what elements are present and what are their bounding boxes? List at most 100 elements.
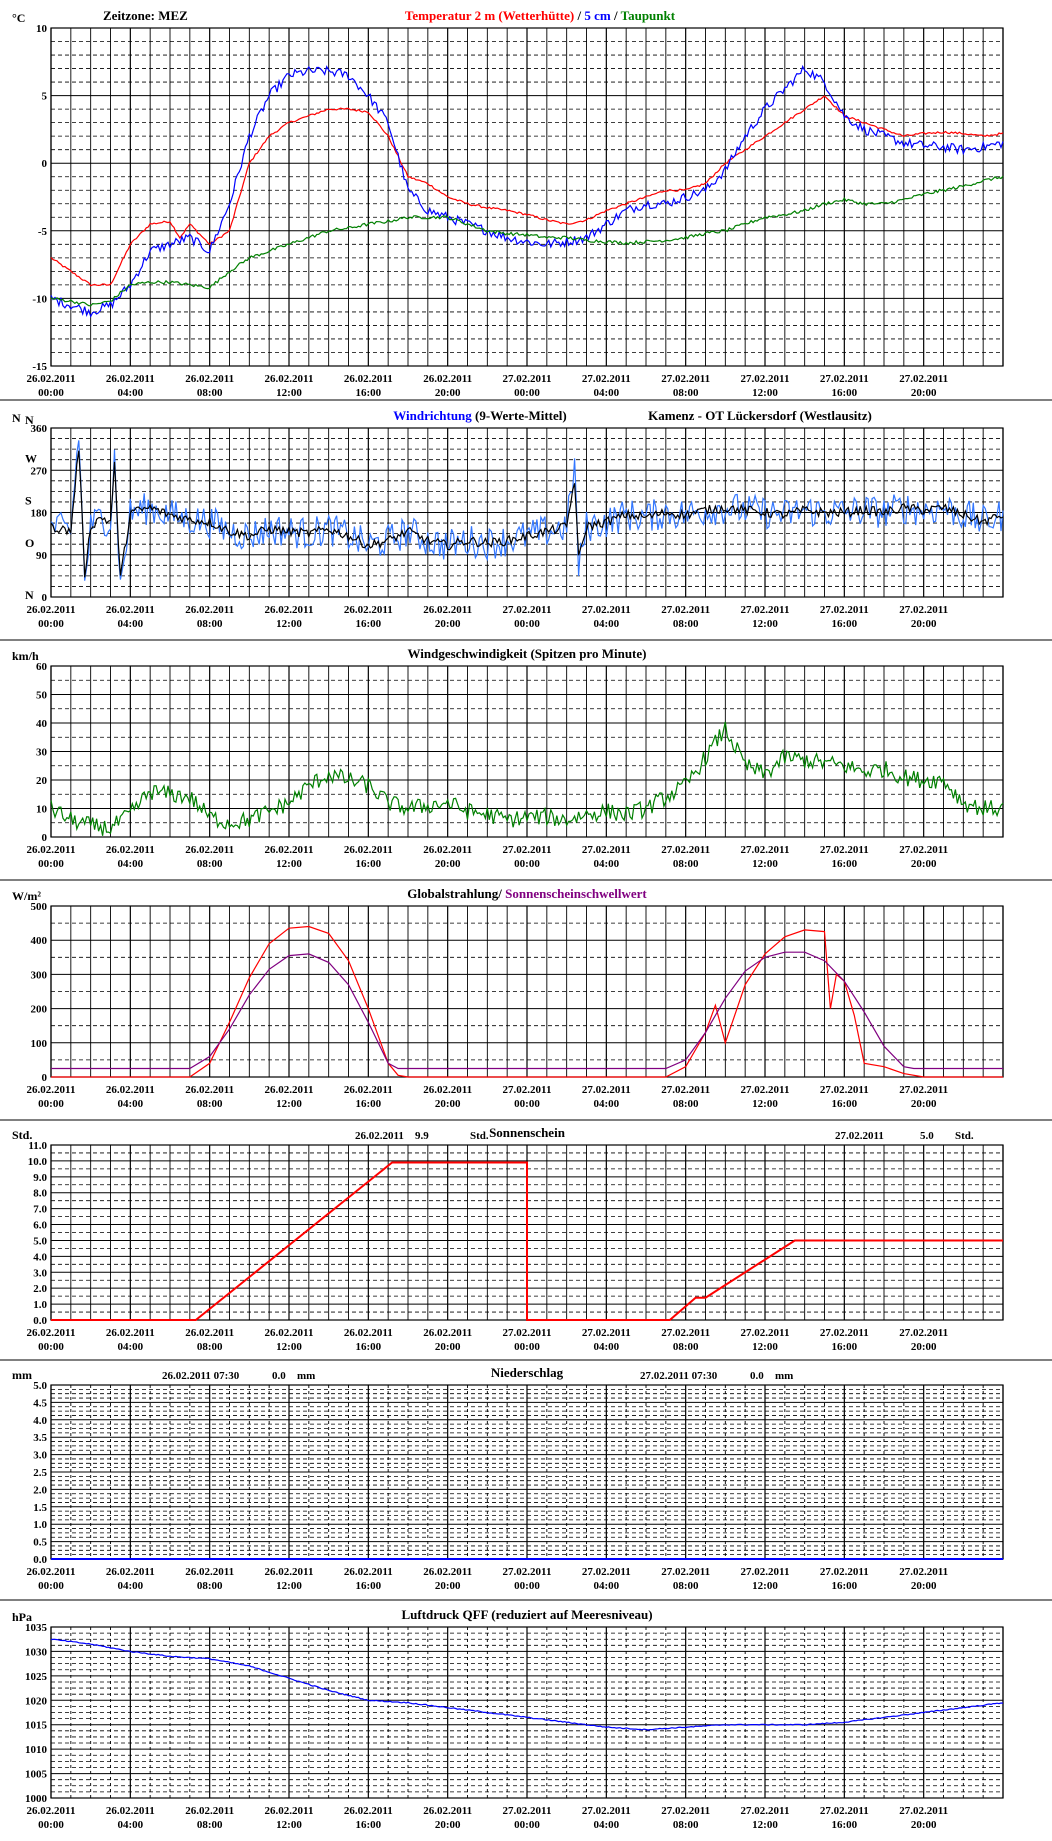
y-tick-label: 1005 [25,1769,48,1781]
x-tick-time: 00:00 [514,858,540,870]
x-tick-date: 26.02.2011 [423,604,472,616]
summary-unit: mm [775,1370,793,1382]
x-tick-date: 27.02.2011 [582,1805,631,1817]
y-tick-label: 270 [31,465,48,477]
x-tick-time: 00:00 [38,1341,64,1353]
x-tick-time: 16:00 [355,1819,381,1831]
x-tick-time: 04:00 [117,1341,143,1353]
x-tick-time: 12:00 [752,1341,778,1353]
y-tick-label: 500 [31,901,48,913]
x-tick-date: 27.02.2011 [582,1566,631,1578]
y-tick-label: 300 [31,969,48,981]
x-tick-date: 27.02.2011 [741,1566,790,1578]
x-tick-time: 08:00 [197,1580,223,1592]
plot-frame [50,665,1004,838]
x-tick-time: 16:00 [831,1580,857,1592]
x-tick-date: 26.02.2011 [106,1566,155,1578]
x-tick-date: 27.02.2011 [899,604,948,616]
x-tick-time: 04:00 [593,1098,619,1110]
x-tick-date: 26.02.2011 [27,1566,76,1578]
x-tick-time: 08:00 [673,1098,699,1110]
y-tick-label: 1.5 [33,1502,47,1514]
title-part: Temperatur 2 m (Wetterhütte) [405,8,574,23]
x-tick-date: 26.02.2011 [185,844,234,856]
chart-title: Globalstrahlung/ Sonnenscheinschwellwert [407,886,647,901]
x-tick-time: 08:00 [673,1819,699,1831]
x-tick-time: 12:00 [276,858,302,870]
x-tick-time: 00:00 [38,387,64,399]
x-tick-time: 12:00 [276,1819,302,1831]
x-tick-time: 04:00 [593,387,619,399]
series-temperature-0 [50,95,1004,287]
y-tick-label: -10 [32,293,47,305]
x-tick-time: 16:00 [355,1580,381,1592]
x-tick-date: 27.02.2011 [899,1084,948,1096]
x-tick-date: 26.02.2011 [265,373,314,385]
x-tick-date: 27.02.2011 [899,1566,948,1578]
x-tick-time: 08:00 [197,1098,223,1110]
x-tick-time: 16:00 [831,618,857,630]
x-tick-time: 20:00 [435,1098,461,1110]
y-tick-label: 2.0 [33,1484,47,1496]
chart-title: Windrichtung (9-Werte-Mittel) [393,408,566,423]
x-tick-time: 20:00 [435,858,461,870]
y-tick-label: 2.0 [33,1283,47,1295]
x-tick-date: 26.02.2011 [27,1327,76,1339]
x-tick-date: 27.02.2011 [661,1566,710,1578]
x-tick-date: 26.02.2011 [185,373,234,385]
x-tick-time: 20:00 [911,1819,937,1831]
x-tick-time: 08:00 [197,618,223,630]
y-tick-label: 90 [36,550,48,562]
x-tick-time: 16:00 [831,1341,857,1353]
x-tick-time: 00:00 [38,1819,64,1831]
x-tick-date: 26.02.2011 [344,1327,393,1339]
x-tick-time: 08:00 [197,387,223,399]
chart-title: Niederschlag [491,1365,564,1380]
x-tick-date: 27.02.2011 [899,1805,948,1817]
x-tick-date: 27.02.2011 [661,1805,710,1817]
x-tick-time: 08:00 [673,387,699,399]
x-tick-date: 26.02.2011 [423,1327,472,1339]
x-tick-date: 26.02.2011 [344,373,393,385]
y-unit-label: Std. [12,1128,32,1142]
series-wind_direction-1 [50,450,1004,578]
x-tick-date: 26.02.2011 [185,604,234,616]
y-tick-label: 60 [36,661,48,673]
y-tick-label: 1015 [25,1720,48,1732]
x-tick-date: 27.02.2011 [582,844,631,856]
x-tick-time: 00:00 [38,618,64,630]
y-tick-label: 1.0 [33,1299,47,1311]
x-tick-date: 27.02.2011 [582,373,631,385]
x-tick-time: 00:00 [514,1341,540,1353]
x-tick-date: 26.02.2011 [344,1084,393,1096]
y-tick-label: 360 [31,423,48,435]
y-tick-label: 1030 [25,1646,48,1658]
x-tick-time: 00:00 [38,1098,64,1110]
summary-value: 5.0 [920,1130,934,1142]
panel-pressure: 1035 1030 1025 1020 1015 1010 1005 1000 hPa 26.02… [0,1599,1052,1831]
panel-wind_speed: 60 50 40 30 20 10 0 km/h 26.02.2011 00:00 26.02.20… [0,639,1052,870]
y-tick-label: -15 [32,361,47,373]
x-tick-date: 26.02.2011 [423,1566,472,1578]
x-tick-date: 26.02.2011 [106,844,155,856]
x-tick-time: 16:00 [831,858,857,870]
series-pressure-0 [50,1638,1004,1731]
x-tick-time: 00:00 [38,858,64,870]
summary-date: 27.02.2011 07:30 [640,1370,718,1382]
chart-title: Windgeschwindigkeit (Spitzen pro Minute) [408,646,647,661]
x-tick-date: 27.02.2011 [820,604,869,616]
y-tick-label: 11.0 [28,1140,47,1152]
y-tick-label: 200 [31,1004,48,1016]
x-tick-time: 12:00 [752,1098,778,1110]
compass-label: W [25,451,37,465]
compass-label: N [25,413,34,427]
x-tick-date: 26.02.2011 [27,373,76,385]
x-tick-time: 00:00 [514,1819,540,1831]
x-tick-time: 04:00 [117,1580,143,1592]
title-part: / [574,8,581,23]
title-part: Niederschlag [491,1365,564,1380]
y-tick-label: -5 [38,226,48,238]
title-part: Windrichtung [393,408,472,423]
x-tick-date: 27.02.2011 [741,373,790,385]
